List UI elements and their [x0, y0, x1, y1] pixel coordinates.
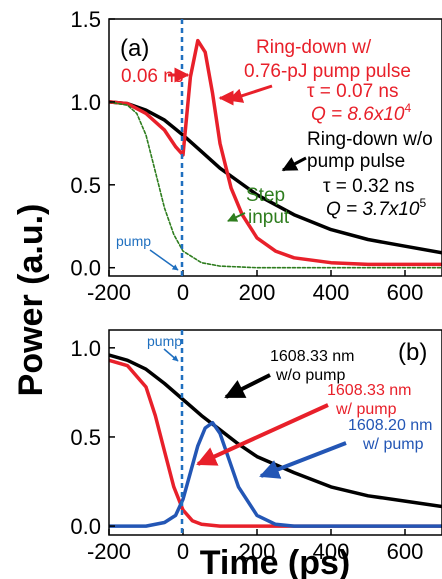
panel-b: -200 0 200 400 600 0.0 0.5 1.0 (b) pump 1608.33… [70, 329, 442, 564]
y-tick-label: 0.5 [70, 425, 101, 450]
pump-arrow-a [149, 249, 179, 271]
red-series-label-1: 1608.33 nm [327, 382, 412, 399]
y-tick-label: 0.5 [70, 173, 101, 198]
series-line-a-2 [109, 101, 442, 269]
x-axis-label: Time (ps) [200, 544, 351, 579]
black-annotation-arrow [281, 156, 307, 172]
y-tick-label: 0.0 [70, 514, 101, 539]
x-tick-label: 600 [387, 280, 424, 305]
plot-frame-b [108, 329, 442, 536]
blue-series-label-1: 1608.20 nm [348, 417, 433, 434]
black-annotation-q-exponent: 5 [419, 196, 426, 210]
width-annotation: 0.06 ns [121, 66, 183, 87]
x-tick-label: -200 [87, 280, 131, 305]
black-series-label-2: w/o pump [275, 367, 345, 384]
step-annotation-1: Step [246, 185, 285, 206]
y-tick-label: 1.5 [70, 7, 101, 32]
red-annotation-tau: τ = 0.07 ns [307, 81, 398, 102]
black-annotation-title-1: Ring-down w/o [307, 129, 433, 150]
x-tick-label: 0 [177, 280, 189, 305]
red-annotation-q-exponent: 4 [404, 101, 411, 115]
panel-a: -200 0 200 400 600 0.0 0.5 1.0 1.5 (a) Ring-down… [70, 7, 442, 305]
series-line-b-2 [109, 420, 442, 528]
blue-series-arrow [259, 441, 347, 479]
pump-annotation-b: pump [147, 333, 182, 349]
red-series-arrow [196, 403, 329, 466]
x-tick-label: 400 [313, 539, 350, 564]
pump-annotation-a: pump [116, 233, 151, 249]
panel-label-b: (b) [398, 339, 427, 366]
red-annotation-title-1: Ring-down w/ [256, 37, 372, 58]
series-line-a-1 [109, 38, 442, 267]
x-tick-label: 200 [239, 539, 276, 564]
red-series-label-2: w/ pump [335, 401, 397, 418]
y-tick-label: 1.0 [70, 90, 101, 115]
plot-frame-a [108, 18, 442, 277]
x-tick-label: -200 [87, 539, 131, 564]
black-annotation-q: Q = 3.7x105 [326, 196, 426, 220]
x-tick-label: 200 [239, 280, 276, 305]
series-line-b-0 [109, 353, 442, 509]
red-annotation-title-2: 0.76-pJ pump pulse [244, 61, 411, 82]
pump-arrow-b [163, 348, 179, 362]
x-tick-label: 0 [177, 539, 189, 564]
black-annotation-tau: τ = 0.32 ns [323, 176, 414, 197]
y-axis-label: Power (a.u.) [12, 204, 50, 397]
panel-label-a: (a) [120, 35, 149, 62]
step-annotation-2: input [248, 207, 290, 228]
y-tick-label: 1.0 [70, 336, 101, 361]
black-annotation-title-2: pump pulse [307, 151, 405, 172]
step-annotation-arrow [227, 212, 246, 222]
black-series-arrow [224, 373, 271, 399]
y-tick-label: 0.0 [70, 256, 101, 281]
red-annotation-q: Q = 8.6x104 [311, 101, 411, 125]
blue-series-label-2: w/ pump [362, 436, 424, 453]
x-tick-label: 600 [387, 539, 424, 564]
x-tick-label: 400 [313, 280, 350, 305]
black-series-label-1: 1608.33 nm [270, 348, 355, 365]
